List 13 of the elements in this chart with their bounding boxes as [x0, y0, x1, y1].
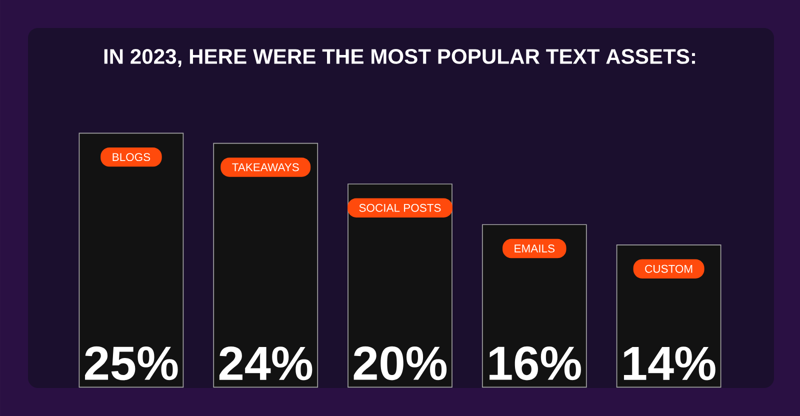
x-tick-label: CUSTOM [645, 264, 692, 273]
x-tick-label: TAKEAWAYS [232, 163, 299, 172]
bar [213, 142, 318, 388]
x-tick-label: SOCIAL POSTS [359, 204, 441, 212]
x-tick-label: BLOGS [112, 153, 150, 162]
data-label: 16% [490, 346, 581, 380]
data-label: 25% [85, 346, 178, 380]
bar [78, 132, 184, 388]
data-label: 24% [219, 346, 312, 380]
chart-title: IN 2023, HERE WERE THE MOST POPULAR TEXT ASSETS: [104, 48, 695, 67]
data-label: 20% [354, 346, 447, 380]
x-tick-label: EMAILS [514, 244, 555, 252]
data-label: 14% [624, 346, 716, 380]
